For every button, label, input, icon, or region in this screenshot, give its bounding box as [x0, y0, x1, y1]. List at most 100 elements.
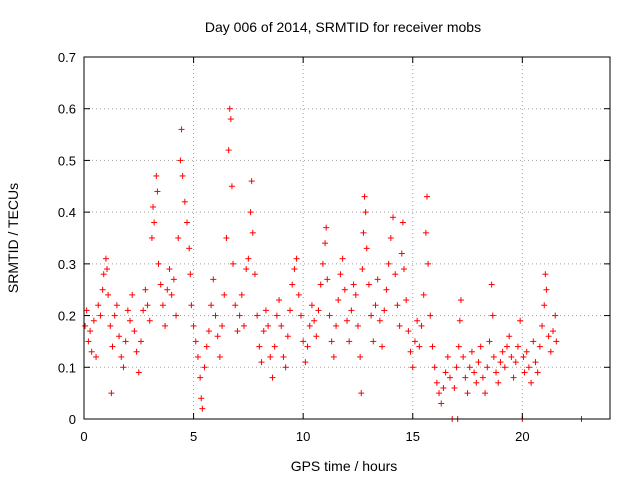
data-point — [140, 307, 147, 314]
data-point — [330, 353, 337, 360]
data-point — [523, 348, 530, 355]
data-point — [177, 157, 184, 164]
data-point — [383, 286, 390, 293]
data-point — [376, 317, 383, 324]
data-point — [399, 219, 406, 226]
data-point — [532, 359, 539, 366]
data-point — [302, 359, 309, 366]
data-point — [512, 359, 519, 366]
data-point — [90, 317, 97, 324]
data-point — [135, 369, 142, 376]
data-point — [170, 276, 177, 283]
grid-lines — [83, 56, 610, 420]
data-point — [361, 193, 368, 200]
data-point — [194, 353, 201, 360]
data-point — [216, 353, 223, 360]
data-point — [87, 328, 94, 335]
data-point — [159, 302, 166, 309]
data-points — [82, 105, 585, 422]
plot-frame — [83, 56, 611, 420]
data-point — [223, 235, 230, 241]
data-point — [258, 359, 265, 366]
data-point — [503, 343, 510, 350]
data-point — [148, 235, 155, 241]
data-point — [120, 364, 127, 371]
data-point — [198, 395, 205, 402]
data-point — [422, 229, 429, 236]
data-point — [166, 266, 173, 273]
data-point — [420, 291, 427, 298]
data-point — [541, 302, 548, 309]
data-point — [514, 343, 521, 350]
data-point — [552, 312, 559, 319]
data-point — [328, 338, 335, 345]
data-point — [425, 260, 432, 267]
data-point — [542, 271, 549, 278]
data-point — [447, 374, 454, 381]
data-point — [109, 343, 116, 350]
data-point — [323, 224, 330, 231]
data-point — [466, 364, 473, 371]
data-point — [324, 276, 331, 283]
data-point — [486, 338, 493, 345]
data-point — [317, 281, 324, 288]
data-point — [122, 338, 129, 345]
data-point — [199, 405, 206, 412]
data-point — [337, 271, 344, 278]
data-point — [249, 229, 256, 236]
data-point — [530, 338, 537, 345]
data-point — [116, 333, 123, 340]
chart-title: Day 006 of 2014, SRMTID for receiver mob… — [205, 19, 481, 35]
data-point — [276, 297, 283, 304]
data-point — [363, 245, 370, 252]
data-point — [287, 307, 294, 314]
data-point — [423, 193, 430, 200]
y-axis: 0 0.1 0.2 0.3 0.4 0.5 0.6 0.7 — [58, 50, 610, 427]
data-point — [534, 369, 541, 376]
data-point — [488, 281, 495, 288]
data-point — [473, 379, 480, 386]
data-point — [284, 333, 291, 340]
data-point — [482, 390, 489, 397]
data-point — [444, 353, 451, 360]
data-point — [392, 271, 399, 278]
data-point — [214, 333, 221, 340]
data-point — [313, 333, 320, 340]
data-point — [154, 188, 161, 195]
data-point — [142, 286, 149, 293]
data-point — [113, 302, 120, 309]
data-point — [536, 343, 543, 350]
data-point — [129, 291, 136, 298]
data-point — [203, 343, 210, 350]
data-point — [104, 266, 111, 273]
data-point — [254, 312, 261, 319]
data-point — [111, 312, 118, 319]
data-point — [333, 322, 340, 329]
data-point — [133, 348, 140, 355]
data-point — [192, 338, 199, 345]
data-point — [360, 229, 367, 236]
data-point — [471, 369, 478, 376]
data-point — [475, 359, 482, 366]
x-tick-label: 0 — [80, 429, 87, 444]
data-point — [358, 390, 365, 397]
data-point — [82, 322, 89, 329]
data-point — [273, 312, 280, 319]
data-point — [405, 328, 412, 335]
data-point — [210, 276, 217, 283]
data-point — [553, 338, 560, 345]
data-point — [525, 364, 532, 371]
data-point — [85, 338, 92, 345]
data-point — [322, 240, 329, 247]
data-point — [341, 286, 348, 293]
data-point — [289, 281, 296, 288]
data-point — [251, 271, 258, 278]
data-point — [155, 260, 162, 267]
data-point — [490, 353, 497, 360]
data-point — [93, 353, 100, 360]
y-tick-label: 0.3 — [58, 257, 76, 272]
data-point — [394, 302, 401, 309]
data-point — [186, 245, 193, 252]
data-point — [348, 307, 355, 314]
data-point — [346, 338, 353, 345]
